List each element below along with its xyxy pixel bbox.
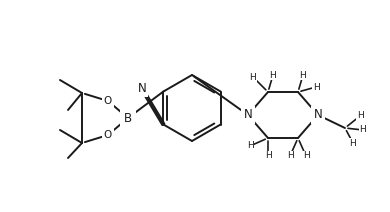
- Text: O: O: [104, 130, 112, 140]
- Text: H: H: [287, 152, 293, 160]
- Text: H: H: [250, 73, 256, 81]
- Text: H: H: [246, 141, 254, 151]
- Text: H: H: [313, 82, 319, 92]
- Text: B: B: [124, 112, 132, 124]
- Text: N: N: [244, 109, 252, 121]
- Text: N: N: [314, 109, 323, 121]
- Text: N: N: [137, 82, 146, 95]
- Text: H: H: [360, 126, 366, 134]
- Text: H: H: [356, 112, 363, 120]
- Text: H: H: [300, 71, 307, 80]
- Text: H: H: [265, 152, 271, 160]
- Text: H: H: [269, 71, 277, 80]
- Text: O: O: [104, 96, 112, 106]
- Text: H: H: [303, 152, 309, 160]
- Text: H: H: [349, 138, 356, 148]
